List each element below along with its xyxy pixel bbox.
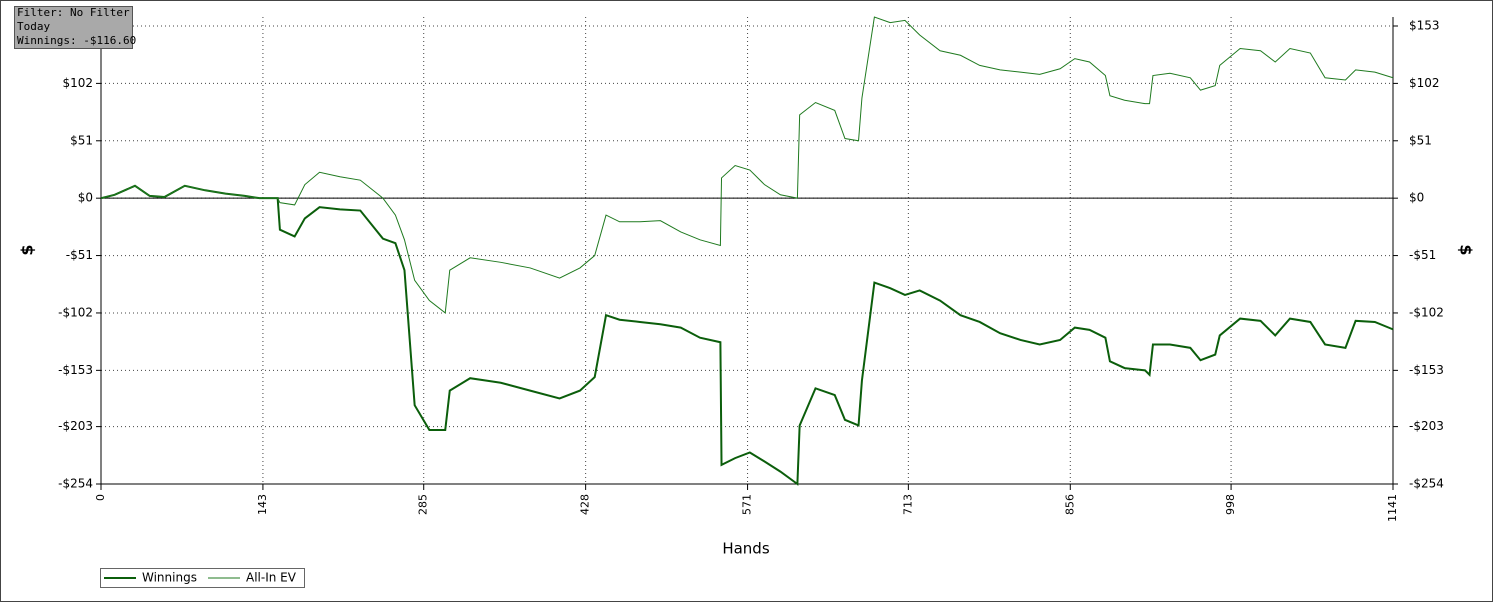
y-tick-label: $102 xyxy=(62,76,93,90)
plot-area: $153$102$51$0-$51-$102-$153-$203-$254$15… xyxy=(58,16,1444,522)
y2-tick-label: -$254 xyxy=(1409,477,1444,491)
x-tick-label: 1141 xyxy=(1386,494,1399,522)
info-period: Today xyxy=(17,20,50,33)
x-tick-label: 713 xyxy=(901,494,914,515)
x-tick-label: 856 xyxy=(1063,494,1076,515)
y-tick-label: -$203 xyxy=(58,419,93,433)
y2-tick-label: -$203 xyxy=(1409,419,1444,433)
x-tick-label: 285 xyxy=(417,494,430,515)
x-axis-label: Hands xyxy=(722,540,769,558)
series-line xyxy=(100,184,1394,486)
info-box-bg xyxy=(14,6,133,49)
y-tick-label: -$51 xyxy=(66,248,93,262)
y-tick-label: $0 xyxy=(78,191,93,205)
x-tick-label: 0 xyxy=(94,494,107,501)
x-tick-label: 428 xyxy=(579,494,592,515)
y2-tick-label: -$153 xyxy=(1409,363,1444,377)
y-tick-label: -$102 xyxy=(58,305,93,319)
legend-label: All-In EV xyxy=(246,571,297,585)
info-box: Filter: No Filter Today Winnings: -$116.… xyxy=(14,6,136,49)
y2-tick-label: $51 xyxy=(1409,133,1432,147)
y2-tick-label: $102 xyxy=(1409,76,1440,90)
series-line xyxy=(100,16,1394,314)
legend-items: Winnings All-In EV xyxy=(104,571,297,585)
y-tick-label: $51 xyxy=(70,133,93,147)
y-axis-label: $ xyxy=(18,244,37,255)
y-tick-label: -$254 xyxy=(58,477,93,491)
y2-tick-label: -$51 xyxy=(1409,248,1436,262)
x-tick-label: 998 xyxy=(1224,494,1237,515)
legend xyxy=(100,568,305,588)
x-tick-label: 571 xyxy=(741,494,754,515)
y2-tick-label: -$102 xyxy=(1409,305,1444,319)
info-filter: Filter: No Filter xyxy=(17,6,130,19)
y-tick-label: -$153 xyxy=(58,363,93,377)
x-tick-label: 143 xyxy=(256,494,269,515)
legend-label: Winnings xyxy=(142,571,197,585)
y2-axis-label: $ xyxy=(1457,244,1476,255)
y2-tick-label: $0 xyxy=(1409,191,1424,205)
info-winnings: Winnings: -$116.60 xyxy=(17,34,136,47)
y2-tick-label: $153 xyxy=(1409,19,1440,33)
